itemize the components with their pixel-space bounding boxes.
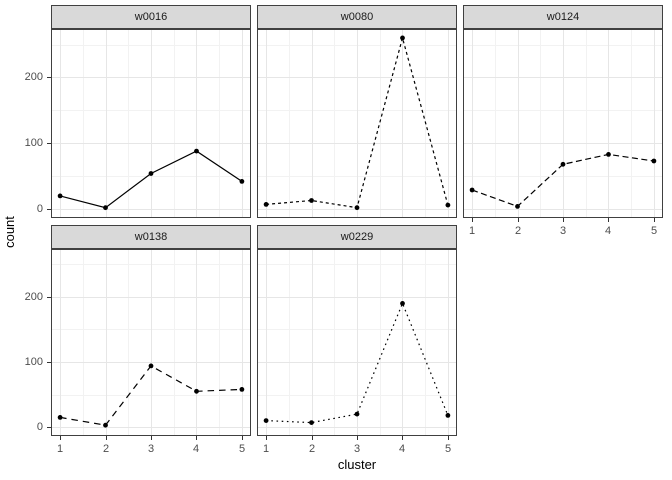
x-tick-mark [60, 436, 61, 440]
facet-strip: w0229 [257, 225, 457, 249]
data-point [354, 205, 360, 211]
x-tick-mark [242, 436, 243, 440]
x-tick-label: 4 [398, 443, 406, 455]
panel-border [463, 29, 663, 218]
y-tick-mark [47, 77, 51, 78]
x-tick-mark [357, 436, 358, 440]
data-point [354, 411, 360, 417]
x-tick-mark [654, 218, 655, 222]
x-tick-label: 3 [353, 443, 361, 455]
x-axis-title: cluster [337, 457, 377, 472]
facet-strip: w0138 [51, 225, 251, 249]
data-point [239, 387, 245, 392]
facet-strip-label: w0124 [546, 11, 580, 23]
x-tick-label: 3 [559, 225, 567, 237]
panel-plot-w0124 [463, 29, 663, 218]
facet-strip-label: w0016 [134, 11, 168, 23]
y-tick-label: 0 [36, 203, 43, 215]
y-tick-label: 100 [24, 137, 43, 149]
y-axis-title: count [2, 216, 17, 248]
x-tick-label: 1 [468, 225, 476, 237]
data-point [469, 187, 475, 193]
data-point [400, 301, 405, 306]
facet-strip: w0080 [257, 5, 457, 29]
panel-border [51, 29, 251, 218]
y-tick-label: 200 [24, 71, 43, 83]
data-point [194, 148, 199, 154]
y-tick-mark [47, 143, 51, 144]
data-point [103, 422, 108, 428]
data-point [263, 202, 269, 207]
x-tick-label: 2 [102, 443, 110, 455]
data-point [148, 363, 154, 369]
data-point [309, 198, 314, 203]
facet-strip: w0016 [51, 5, 251, 29]
y-tick-label: 100 [24, 356, 43, 368]
data-point [606, 152, 611, 157]
data-point [148, 171, 154, 176]
x-tick-mark [472, 218, 473, 222]
panel-plot-w0138 [51, 249, 251, 436]
x-tick-label: 3 [147, 443, 155, 455]
y-axis-title-container: count [2, 216, 17, 248]
x-tick-label: 1 [56, 443, 64, 455]
y-tick-label: 200 [24, 291, 43, 303]
panel-plot-w0080 [257, 29, 457, 218]
x-tick-mark [563, 218, 564, 222]
facet-strip: w0124 [463, 5, 663, 29]
panel-plot-w0229 [257, 249, 457, 436]
panel-plot-w0016 [51, 29, 251, 218]
x-tick-label: 5 [444, 443, 452, 455]
x-tick-label: 2 [308, 443, 316, 455]
x-tick-mark [518, 218, 519, 222]
x-tick-mark [266, 436, 267, 440]
x-tick-mark [106, 436, 107, 440]
x-tick-mark [196, 436, 197, 440]
data-point [309, 420, 314, 425]
data-point [239, 179, 245, 184]
x-tick-label: 5 [650, 225, 658, 237]
x-tick-mark [312, 436, 313, 440]
x-tick-mark [151, 436, 152, 440]
data-point [445, 413, 451, 418]
x-tick-mark [608, 218, 609, 222]
x-tick-label: 2 [514, 225, 522, 237]
y-tick-mark [47, 209, 51, 210]
x-tick-label: 4 [192, 443, 200, 455]
x-tick-mark [402, 436, 403, 440]
facet-strip-label: w0080 [340, 11, 374, 23]
x-tick-label: 4 [604, 225, 612, 237]
y-tick-mark [47, 427, 51, 428]
x-tick-mark [448, 436, 449, 440]
data-point [400, 35, 405, 41]
data-point [57, 415, 63, 420]
data-point [194, 388, 199, 394]
facet-strip-label: w0138 [134, 231, 168, 243]
data-point [651, 158, 657, 164]
facet-strip-label: w0229 [340, 231, 374, 243]
data-point [103, 205, 108, 211]
data-point [515, 204, 520, 209]
y-tick-mark [47, 362, 51, 363]
panel-border [257, 29, 457, 218]
data-point [560, 161, 566, 167]
x-tick-label: 1 [262, 443, 270, 455]
x-tick-label: 5 [238, 443, 246, 455]
panel-border [257, 249, 457, 436]
y-tick-mark [47, 297, 51, 298]
data-point [57, 193, 63, 199]
y-tick-label: 0 [36, 421, 43, 433]
data-point [445, 202, 451, 208]
panel-border [51, 249, 251, 436]
data-point [263, 418, 269, 423]
